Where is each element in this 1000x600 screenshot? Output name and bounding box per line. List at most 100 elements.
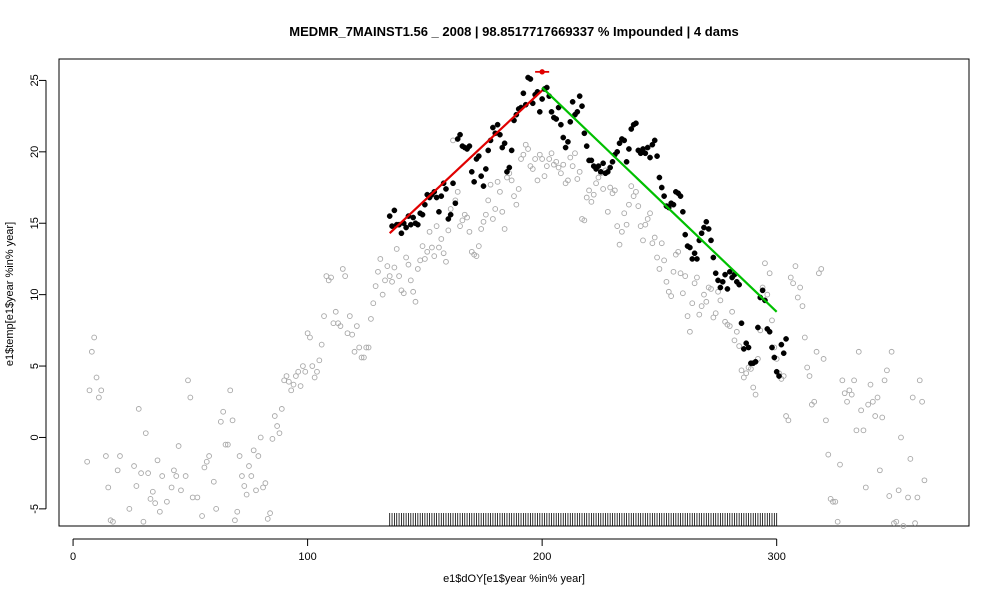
temp-point — [813, 348, 820, 355]
temp-point — [330, 320, 337, 327]
impounded-point — [450, 180, 456, 187]
temp-point — [243, 491, 250, 498]
temp-point — [895, 487, 902, 494]
temp-point — [499, 208, 506, 215]
temp-point — [670, 268, 677, 275]
temp-point — [884, 367, 890, 374]
impounded-point — [414, 221, 421, 228]
temp-point — [708, 286, 714, 292]
temp-point — [229, 417, 236, 424]
temp-point — [443, 258, 449, 265]
temp-point — [635, 203, 642, 209]
temp-point — [769, 317, 775, 324]
temp-point — [916, 377, 923, 384]
impounded-point — [583, 143, 590, 149]
temp-point — [314, 368, 320, 375]
y-tick-label: 0 — [29, 434, 41, 440]
impounded-point — [468, 168, 475, 175]
temp-point — [157, 508, 163, 515]
impounded-point — [682, 231, 689, 238]
temp-point — [379, 291, 386, 298]
temp-point — [363, 344, 370, 351]
temp-point — [668, 293, 674, 299]
temp-point — [457, 223, 463, 229]
temp-point — [558, 170, 564, 177]
temp-point — [642, 221, 649, 228]
temp-point — [487, 181, 494, 188]
temp-point — [293, 373, 299, 379]
impounded-point — [497, 131, 503, 138]
impounded-point — [698, 230, 705, 237]
temp-point — [532, 156, 538, 162]
impounded-point — [736, 281, 743, 288]
impounded-point — [581, 130, 588, 137]
impounded-point — [501, 140, 508, 147]
temp-point — [173, 473, 180, 479]
temp-point — [534, 177, 541, 184]
temp-point — [801, 334, 808, 341]
impounded-point — [708, 237, 714, 244]
temp-point — [276, 430, 283, 437]
chart-title: MEDMR_7MAINST1.56 _ 2008 | 98.8517717669… — [289, 24, 738, 39]
temp-point — [790, 280, 796, 287]
temp-point — [858, 407, 864, 414]
temp-point — [389, 278, 395, 285]
trend-lines — [388, 86, 778, 313]
temp-point — [586, 187, 592, 194]
y-tick-label: 15 — [29, 217, 41, 229]
temp-point — [424, 248, 431, 255]
temp-point — [701, 291, 707, 298]
temp-point — [600, 186, 606, 192]
temp-point — [271, 413, 278, 419]
temp-point — [511, 193, 517, 199]
temp-point — [869, 398, 876, 405]
temp-point — [682, 273, 689, 279]
temp-point — [529, 166, 536, 172]
temp-point — [515, 186, 522, 192]
temp-point — [255, 453, 262, 459]
temp-point — [375, 268, 381, 275]
y-axis: -5 0 5 10 15 20 25 — [29, 74, 47, 514]
impounded-point — [644, 144, 651, 151]
temp-point — [410, 288, 416, 295]
temp-point — [905, 494, 911, 501]
impounded-point — [386, 213, 393, 219]
temp-point — [560, 161, 567, 168]
temp-point — [541, 173, 548, 179]
impounded-point — [719, 278, 726, 285]
impounded-point — [724, 286, 731, 292]
temp-point — [848, 391, 855, 398]
impounded-point — [506, 164, 513, 171]
temp-point — [820, 356, 827, 362]
temp-point — [750, 384, 757, 391]
impounded-point — [694, 256, 700, 262]
impounded-point — [499, 144, 506, 151]
temp-point — [886, 493, 893, 499]
temp-point — [888, 348, 895, 355]
temp-point — [839, 377, 846, 384]
temp-point — [445, 227, 452, 234]
impounded-point — [607, 164, 614, 171]
temp-point — [382, 277, 388, 284]
impounded-point — [705, 226, 712, 232]
temp-point — [696, 311, 703, 318]
temp-point — [361, 354, 367, 361]
impounded-point — [520, 90, 527, 97]
temp-point — [206, 453, 212, 459]
temp-point — [133, 483, 140, 489]
impounded-point — [454, 136, 461, 142]
temp-point — [740, 374, 747, 381]
temp-point — [909, 394, 916, 401]
temp-point — [459, 217, 466, 224]
temp-point — [220, 408, 227, 415]
temp-point — [919, 398, 925, 405]
impounded-point — [769, 344, 775, 351]
impounded-point — [722, 271, 728, 278]
temp-point — [637, 223, 644, 229]
temp-point — [762, 260, 768, 267]
impounded-point — [771, 354, 778, 361]
x-tick-label: 200 — [533, 551, 551, 563]
temp-point — [431, 253, 438, 259]
impounded-point — [600, 160, 606, 167]
temp-point — [684, 313, 691, 319]
